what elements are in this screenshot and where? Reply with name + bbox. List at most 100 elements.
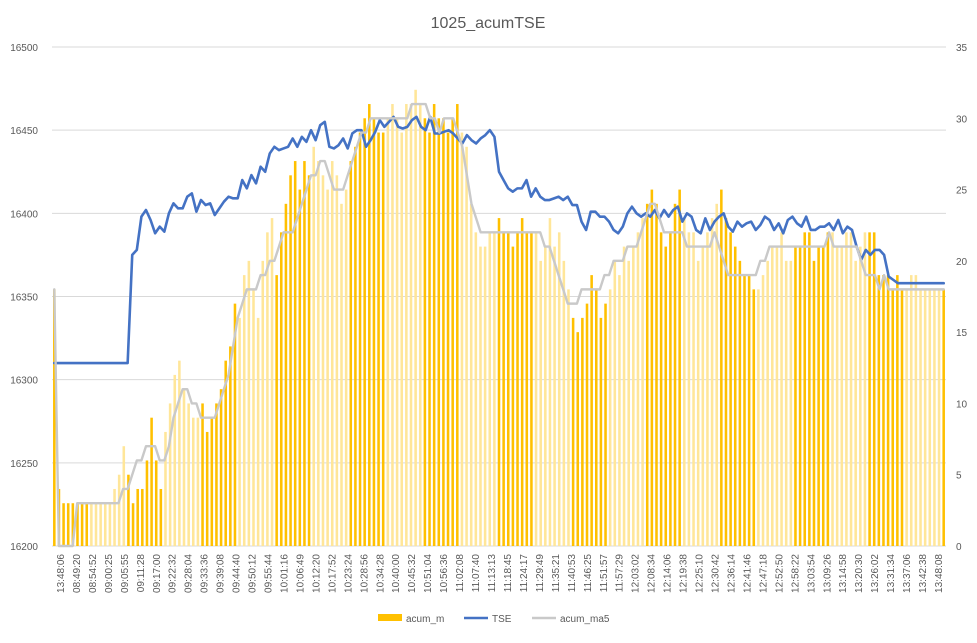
bar-acum_m	[159, 488, 163, 546]
y-right-tick-label: 5	[956, 471, 962, 482]
bar-acum_m	[571, 317, 575, 546]
bar-acum_m	[456, 104, 459, 547]
x-tick-label: 09:22:32	[168, 554, 179, 593]
bar-acum_m	[886, 275, 890, 546]
x-tick-label: 13:14:58	[838, 554, 849, 593]
bar-acum_m	[692, 232, 695, 547]
bar-acum_m	[502, 232, 505, 547]
bar-acum_m	[168, 403, 172, 546]
bar-acum_m	[849, 232, 853, 547]
y-right-tick-label: 30	[956, 114, 968, 125]
bar-acum_m	[270, 218, 274, 547]
bar-acum_m	[808, 232, 811, 547]
y-left-tick-label: 16250	[10, 459, 38, 470]
y-right-tick-label: 15	[956, 328, 968, 339]
legend-label: acum_ma5	[560, 614, 610, 625]
x-tick-label: 11:51:57	[599, 554, 610, 593]
x-tick-label: 09:55:44	[264, 554, 275, 593]
bar-acum_m	[590, 275, 593, 546]
bar-acum_m	[581, 317, 584, 546]
x-tick-label: 13:20:30	[854, 554, 865, 593]
x-tick-label: 13:42:38	[918, 554, 929, 593]
bar-acum_m	[428, 132, 431, 547]
bar-acum_m	[386, 118, 390, 547]
bar-acum_m	[520, 218, 524, 547]
bar-acum_m	[488, 232, 492, 547]
bar-acum_m	[256, 317, 260, 546]
x-tick-label: 13:48:06	[56, 554, 67, 593]
x-tick-label: 10:40:00	[391, 554, 402, 593]
bar-acum_m	[400, 132, 403, 547]
bar-acum_m	[173, 374, 177, 546]
bar-acum_m	[553, 246, 556, 546]
bar-acum_m	[831, 232, 834, 547]
y-left-tick-label: 16200	[10, 542, 38, 553]
bar-acum_m	[872, 232, 876, 547]
bar-acum_m	[451, 118, 454, 547]
x-tick-label: 13:48:08	[934, 554, 945, 593]
x-tick-label: 09:00:25	[104, 554, 115, 593]
bar-acum_m	[659, 232, 663, 547]
bar-acum_m	[724, 218, 728, 547]
bar-acum_m	[442, 118, 445, 547]
bar-acum_m	[62, 503, 65, 546]
bar-acum_m	[738, 260, 742, 546]
bar-acum_m	[752, 289, 756, 546]
bar-acum_m	[210, 417, 214, 546]
x-tick-label: 12:41:46	[742, 554, 753, 593]
bar-acum_m	[845, 232, 848, 547]
bar-acum_m	[669, 232, 672, 547]
bar-acum_m	[761, 275, 765, 546]
bar-acum_m	[122, 446, 126, 546]
bar-acum_m	[859, 246, 862, 546]
bar-acum_m	[196, 417, 200, 546]
x-tick-label: 09:28:04	[184, 554, 195, 593]
y-left-tick-label: 16500	[10, 43, 38, 54]
bar-acum_m	[706, 232, 709, 547]
x-tick-label: 08:54:52	[88, 554, 99, 593]
bar-acum_m	[321, 175, 325, 547]
bar-acum_m	[182, 389, 186, 546]
bar-acum_m	[780, 232, 783, 547]
bar-acum_m	[618, 275, 621, 546]
bar-acum_m	[141, 488, 144, 546]
bar-acum_m	[349, 161, 353, 547]
x-axis: 13:48:06 08:49:20 08:54:52 09:00:25 09:05:55…	[56, 554, 945, 593]
y-right-tick-label: 10	[956, 399, 968, 410]
bar-acum_m	[530, 232, 533, 547]
bar-acum_m	[354, 146, 357, 547]
bar-acum_m	[696, 260, 700, 546]
bar-acum_m	[326, 189, 329, 547]
x-tick-label: 11:46:25	[583, 554, 594, 593]
x-tick-label: 12:58:22	[790, 554, 801, 593]
bar-acum_m	[479, 246, 482, 546]
bar-acum_m	[178, 360, 181, 546]
x-tick-label: 13:09:26	[822, 554, 833, 593]
bar-acum_m	[201, 403, 204, 546]
bar-acum_m	[219, 389, 223, 546]
bar-acum_m	[113, 488, 116, 546]
y-left-tick-label: 16350	[10, 293, 38, 304]
bar-acum_m	[414, 89, 417, 547]
bar-acum_m	[595, 289, 598, 546]
x-tick-label: 11:24:17	[519, 554, 530, 593]
bar-acum_m	[136, 488, 139, 546]
bar-acum_m	[335, 175, 339, 547]
bar-acum_m	[317, 161, 320, 547]
x-tick-label: 09:44:40	[232, 554, 243, 593]
bar-acum_m	[446, 132, 450, 547]
bar-acum_m	[330, 161, 334, 547]
x-tick-label: 12:36:14	[726, 554, 737, 593]
bar-acum_m	[493, 232, 496, 547]
bar-acum_m	[381, 132, 385, 547]
bar-acum_m	[687, 232, 691, 547]
bar-acum_m	[627, 260, 630, 546]
x-tick-label: 13:37:06	[902, 554, 913, 593]
x-tick-label: 13:26:02	[870, 554, 881, 593]
bar-acum_m	[358, 132, 362, 547]
bar-acum_m	[418, 104, 422, 547]
x-tick-label: 11:02:08	[455, 554, 466, 593]
y-axis-right: 0 5 10 15 20 25 30 35	[956, 43, 968, 553]
